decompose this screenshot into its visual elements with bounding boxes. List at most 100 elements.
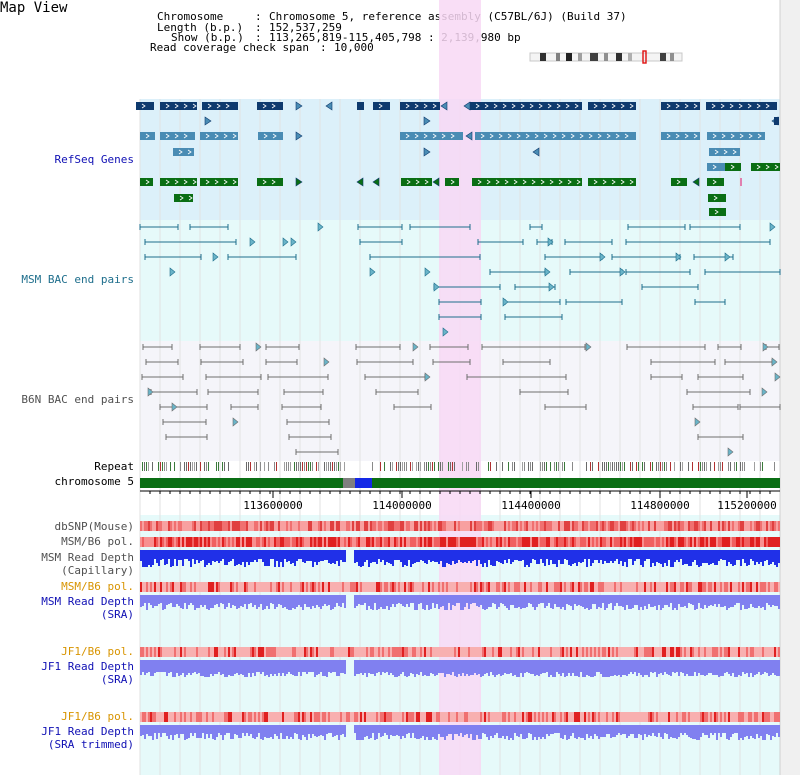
heat-cell — [454, 647, 456, 657]
depth-bar — [722, 660, 724, 676]
label-jf1-b6-pol-1[interactable]: JF1/B6 pol. — [61, 645, 134, 658]
heat-cell — [542, 521, 544, 531]
depth-bar — [666, 550, 668, 566]
depth-bar — [304, 660, 306, 672]
depth-bar — [642, 660, 644, 677]
depth-bar — [546, 725, 548, 734]
heat-cell — [354, 582, 356, 592]
selected-region-highlight[interactable] — [439, 0, 481, 775]
depth-bar — [644, 725, 646, 734]
gene-strand-mark — [558, 179, 563, 185]
heat-cell — [212, 537, 214, 547]
heat-cell — [444, 521, 446, 531]
label-msm-b6-pol-1[interactable]: MSM/B6 pol. — [61, 535, 134, 548]
heat-cell — [434, 521, 436, 531]
b6n-bac-pairs-layer[interactable] — [141, 342, 781, 457]
heat-cell — [232, 521, 234, 531]
heat-cell — [540, 582, 542, 592]
heat-cell — [166, 647, 168, 657]
label-b6n-bac[interactable]: B6N BAC end pairs — [21, 393, 134, 406]
heat-cell — [336, 582, 338, 592]
heat-cell — [400, 647, 402, 657]
depth-bar — [648, 595, 650, 604]
depth-bar — [334, 725, 336, 736]
depth-bar — [558, 595, 560, 607]
label-repeat[interactable]: Repeat — [94, 460, 134, 473]
repeat-element — [614, 462, 615, 471]
heat-cell — [172, 712, 174, 722]
label-msm-bac[interactable]: MSM BAC end pairs — [21, 273, 134, 286]
depth-bar — [656, 725, 658, 737]
depth-bar — [770, 660, 772, 675]
depth-bar — [250, 660, 252, 677]
heat-cell — [216, 537, 218, 547]
chromosome-bar[interactable] — [140, 478, 780, 488]
heat-cell — [706, 582, 708, 592]
depth-bar — [714, 550, 716, 565]
heat-cell — [420, 712, 422, 722]
heat-cell — [452, 647, 454, 657]
heat-cell — [626, 521, 628, 531]
heat-cell — [728, 537, 730, 547]
heat-cell — [150, 712, 152, 722]
heat-cell — [696, 712, 698, 722]
heat-cell — [590, 647, 592, 657]
heat-cell — [254, 712, 256, 722]
heat-cell — [604, 712, 606, 722]
heat-cell — [616, 521, 618, 531]
label-msm-read-depth-sra[interactable]: MSM Read Depth — [41, 595, 134, 608]
heat-cell — [406, 521, 408, 531]
heat-cell — [284, 521, 286, 531]
repeat-element — [660, 462, 661, 471]
label-refseq-genes[interactable]: RefSeq Genes — [54, 153, 134, 166]
heat-cell — [284, 712, 286, 722]
heat-cell — [512, 537, 514, 547]
heat-cell — [286, 521, 288, 531]
heat-cell — [142, 582, 144, 592]
repeat-track[interactable] — [142, 462, 775, 471]
label-jf1-b6-pol-2[interactable]: JF1/B6 pol. — [61, 710, 134, 723]
heat-cell — [636, 582, 638, 592]
heat-cell — [482, 537, 484, 547]
depth-bar — [292, 595, 294, 608]
msm-bac-pairs-layer[interactable] — [139, 222, 781, 337]
label-dbsnp[interactable]: dbSNP(Mouse) — [54, 520, 134, 533]
label-chromosome[interactable]: chromosome 5 — [54, 475, 134, 488]
heat-cell — [692, 521, 694, 531]
depth-bar — [624, 595, 626, 610]
heat-cell — [316, 582, 318, 592]
heat-cell — [442, 537, 444, 547]
depth-bar — [226, 550, 228, 565]
depth-bar — [182, 595, 184, 609]
heat-cell — [224, 712, 226, 722]
heat-cell — [160, 582, 162, 592]
heat-cell — [642, 712, 644, 722]
repeat-element — [158, 462, 159, 471]
depth-bar — [184, 595, 186, 603]
depth-bar — [314, 725, 316, 736]
refseq-genes-layer[interactable] — [136, 101, 780, 216]
gene-block — [774, 117, 779, 125]
heat-cell — [156, 521, 158, 531]
label-jf1-read-depth-trim[interactable]: JF1 Read Depth — [41, 725, 134, 738]
chromosome-ideogram[interactable] — [529, 50, 683, 64]
heat-cell — [366, 712, 368, 722]
depth-bar — [724, 725, 726, 733]
heat-cell — [588, 521, 590, 531]
heat-cell — [532, 537, 534, 547]
gene-block — [472, 178, 582, 186]
depth-bar — [400, 660, 402, 674]
label-jf1-read-depth-sra[interactable]: JF1 Read Depth — [41, 660, 134, 673]
depth-bar — [752, 595, 754, 607]
heat-cell — [196, 647, 198, 657]
heat-cell — [436, 537, 438, 547]
heat-cell — [152, 521, 154, 531]
label-msm-b6-pol-2[interactable]: MSM/B6 pol. — [61, 580, 134, 593]
label-msm-read-depth-cap[interactable]: MSM Read Depth — [41, 551, 134, 564]
heat-cell — [604, 537, 606, 547]
heat-cell — [394, 712, 396, 722]
repeat-element — [316, 462, 317, 471]
bac-end-arrow — [585, 342, 592, 352]
depth-bar — [484, 725, 486, 734]
heat-tracks-layer[interactable] — [140, 521, 780, 740]
